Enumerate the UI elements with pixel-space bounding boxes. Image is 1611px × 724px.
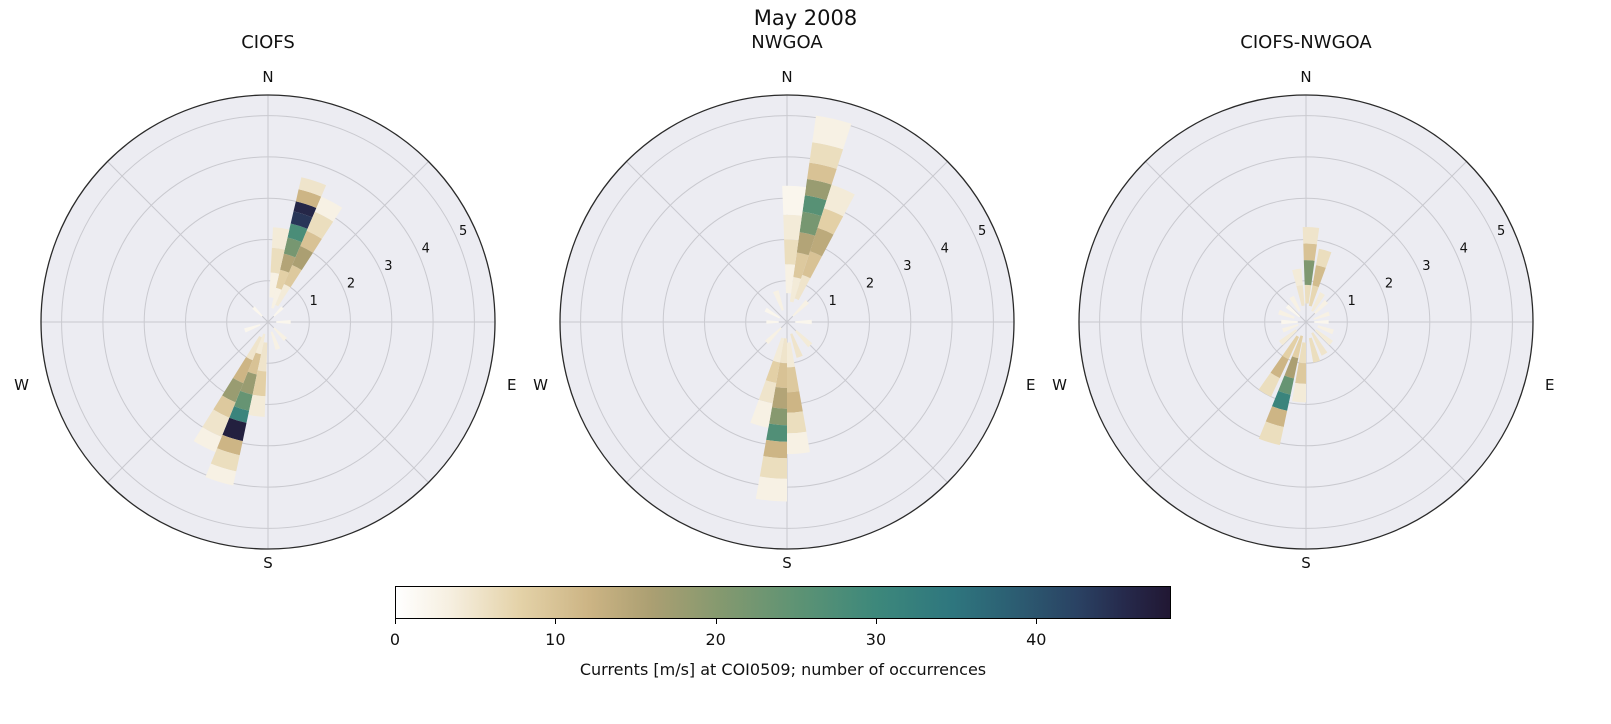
polar-outline: [559, 94, 1015, 550]
polar-chart-svg: 1 2 3 4 5: [40, 94, 496, 550]
cardinal-label-w: W: [14, 376, 29, 394]
cardinal-label-e: E: [507, 376, 517, 394]
polar-grid: [41, 95, 495, 549]
radial-tick-labels: 1 2 3 4 5: [828, 224, 986, 309]
radial-tick-labels: 1 2 3 4 5: [309, 224, 467, 309]
colorbar-tick-label: 40: [1026, 630, 1047, 649]
cardinal-label-w: W: [533, 376, 548, 394]
radial-tick-label: 4: [941, 241, 949, 256]
radial-tick-label: 2: [1385, 276, 1393, 291]
polar-chart-svg: 1 2 3 4 5: [559, 94, 1015, 550]
radial-tick-label: 5: [1497, 224, 1505, 239]
polar-plot-ciofs: CIOFS 1 2 3 4 5 N E S W: [14, 24, 516, 604]
rose-petals: [193, 177, 343, 486]
colorbar-tick-label: 30: [865, 630, 887, 649]
colorbar-tick: [875, 619, 877, 624]
radial-tick-label: 1: [309, 294, 317, 309]
polar-axes: 1 2 3 4 5: [1071, 87, 1541, 557]
colorbar-tick-label: 20: [705, 630, 726, 649]
polar-axes: 1 2 3 4 5: [552, 87, 1022, 557]
cardinal-label-e: E: [1545, 376, 1555, 394]
figure-title: May 2008: [753, 6, 858, 30]
cardinal-label-w: W: [1052, 376, 1067, 394]
radial-tick-label: 1: [828, 294, 836, 309]
radial-tick-label: 4: [422, 241, 430, 256]
radial-tick-label: 2: [866, 276, 874, 291]
colorbar-tick: [715, 619, 717, 624]
cardinal-label-n: N: [781, 68, 793, 86]
polar-plot-ciofs-nwgoa: CIOFS-NWGOA 1 2 3 4 5 N E S W: [1052, 24, 1554, 604]
polar-axes: 1 2 3 4 5: [33, 87, 503, 557]
polar-grid: [1079, 95, 1533, 549]
radial-tick-label: 5: [978, 224, 986, 239]
cardinal-label-e: E: [1026, 376, 1036, 394]
radial-tick-label: 2: [347, 276, 355, 291]
radial-tick-label: 5: [459, 224, 467, 239]
polar-outline: [40, 94, 496, 550]
colorbar-tick-label: 10: [545, 630, 566, 649]
colorbar-tick: [555, 619, 557, 624]
radial-tick-label: 3: [903, 259, 911, 274]
cardinal-label-s: S: [1301, 554, 1311, 572]
polar-chart-svg: 1 2 3 4 5: [1078, 94, 1534, 550]
radial-tick-labels: 1 2 3 4 5: [1347, 224, 1505, 309]
cardinal-label-s: S: [782, 554, 792, 572]
rose-petals: [750, 115, 855, 502]
cardinal-label-n: N: [1300, 68, 1312, 86]
cardinal-label-s: S: [263, 554, 273, 572]
colorbar-tick-label: 0: [389, 630, 401, 649]
polar-plot-nwgoa: NWGOA 1 2 3 4 5 N E S W: [533, 24, 1035, 604]
radial-tick-label: 3: [384, 259, 392, 274]
rose-petals: [1258, 227, 1334, 446]
subplot-title: CIOFS-NWGOA: [1240, 32, 1372, 53]
subplot-title: CIOFS: [241, 32, 295, 53]
subplot-title: NWGOA: [751, 32, 823, 53]
colorbar: [395, 586, 1171, 619]
colorbar-tick: [1036, 619, 1038, 624]
radial-tick-label: 1: [1347, 294, 1355, 309]
radial-tick-label: 4: [1460, 241, 1468, 256]
cardinal-label-n: N: [262, 68, 274, 86]
colorbar-label: Currents [m/s] at COI0509; number of occ…: [579, 660, 987, 679]
polar-outline: [1078, 94, 1534, 550]
radial-tick-label: 3: [1422, 259, 1430, 274]
colorbar-tick: [395, 619, 396, 624]
